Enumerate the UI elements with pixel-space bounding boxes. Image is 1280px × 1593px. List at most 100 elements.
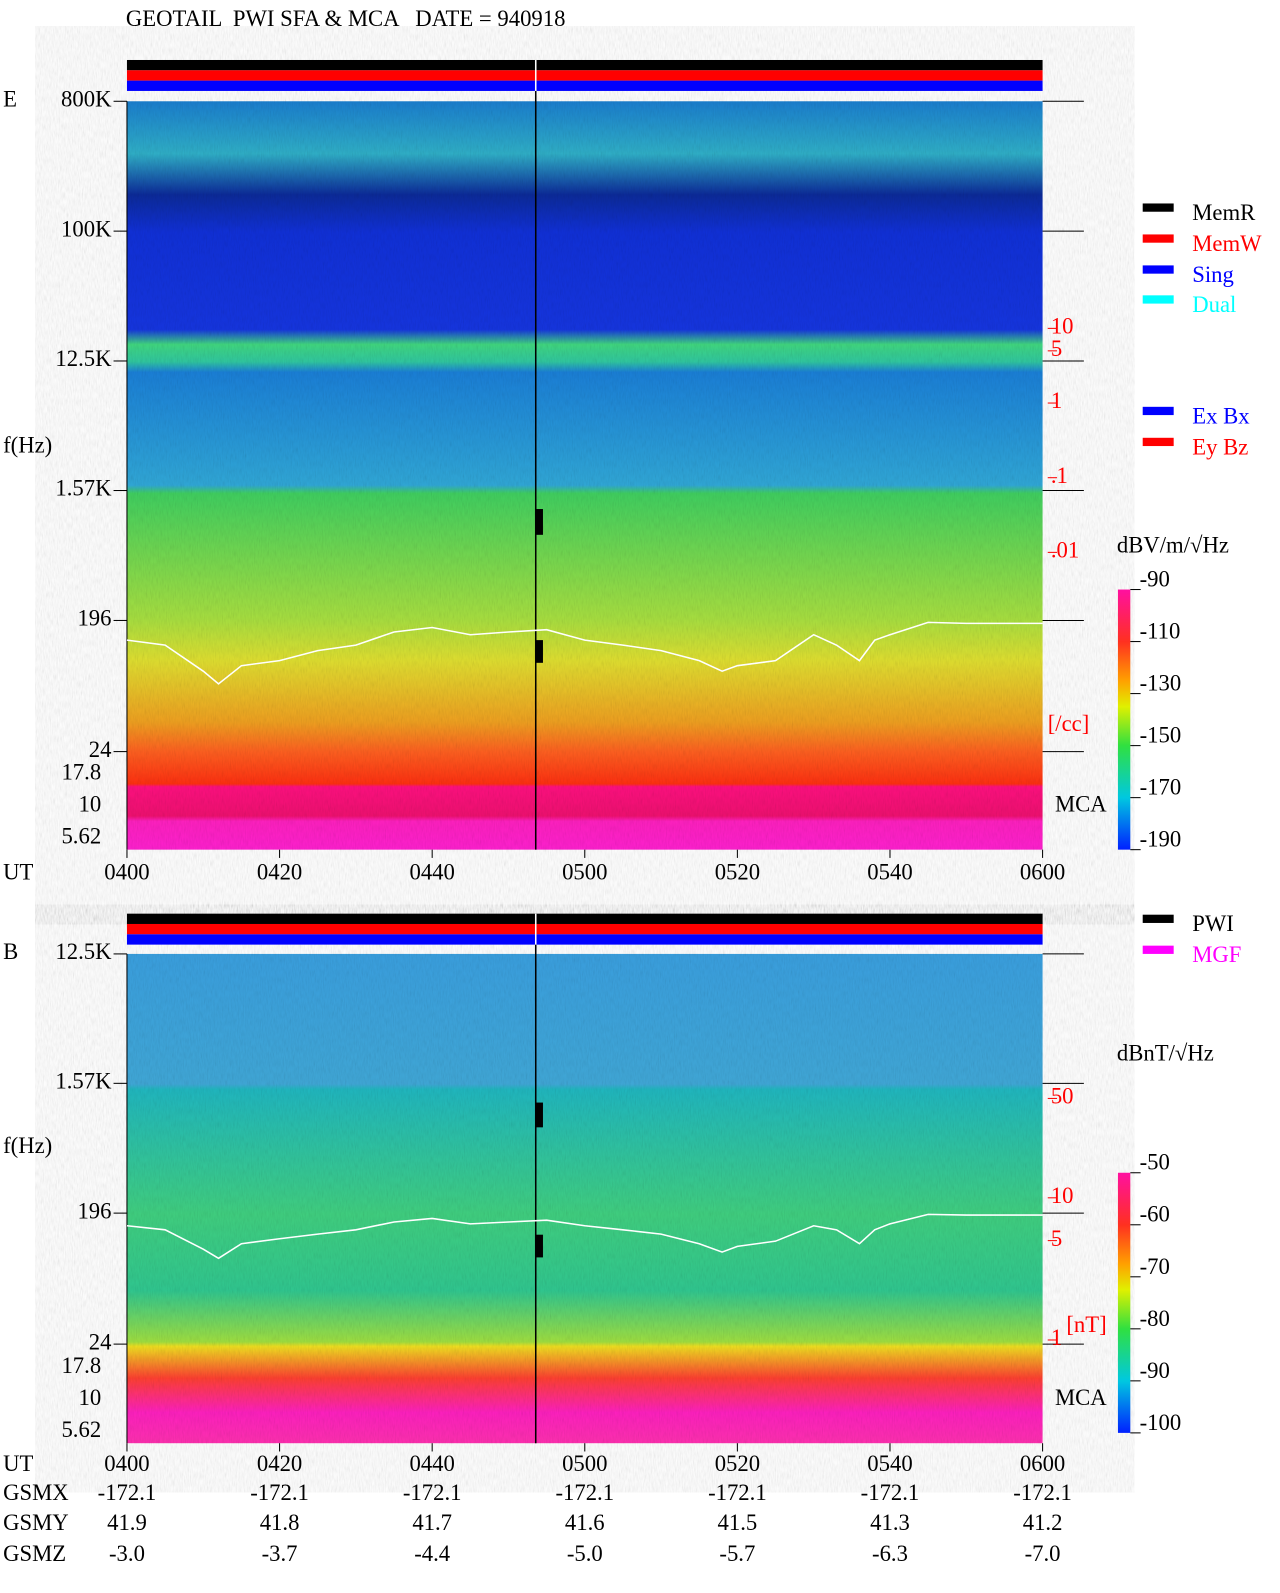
x-axis-label: UT bbox=[3, 1451, 33, 1476]
legend-label: Ex Bx bbox=[1192, 403, 1250, 428]
orbit-value: 41.3 bbox=[870, 1510, 910, 1535]
colorbar-label: dBV/m/√Hz bbox=[1117, 532, 1229, 557]
y2-tick-label: 10 bbox=[1051, 314, 1074, 339]
legend-swatch bbox=[1142, 265, 1174, 274]
orbit-value: -172.1 bbox=[98, 1480, 157, 1505]
x-tick-label: 0500 bbox=[562, 1451, 607, 1476]
x-tick-label: 0400 bbox=[104, 860, 149, 885]
x-tick-label: 0440 bbox=[409, 1451, 454, 1476]
x-tick-label: 0500 bbox=[562, 860, 607, 885]
status-bar bbox=[126, 934, 1043, 945]
legend-swatch bbox=[1142, 234, 1174, 243]
orbit-label: GSMY bbox=[3, 1510, 69, 1535]
legend-swatch bbox=[1142, 914, 1174, 923]
y-tick-label: 800K bbox=[61, 86, 112, 111]
density-trace bbox=[126, 1213, 1043, 1260]
y2-axis-label: [/cc] bbox=[1048, 711, 1090, 736]
status-bar bbox=[126, 923, 1043, 935]
legend-label: Dual bbox=[1192, 292, 1236, 317]
y-tick-label: 196 bbox=[77, 1198, 111, 1223]
y2-tick-label: 5 bbox=[1051, 1226, 1062, 1251]
legend-label: Sing bbox=[1192, 262, 1234, 287]
y2-tick-label: 10 bbox=[1051, 1183, 1074, 1208]
colorbar-tick-label: -150 bbox=[1140, 723, 1182, 748]
y2-tick-label: 50 bbox=[1051, 1084, 1074, 1109]
panel-label: E bbox=[3, 86, 17, 111]
orbit-value: 41.2 bbox=[1023, 1510, 1063, 1535]
x-tick-label: 0600 bbox=[1020, 860, 1065, 885]
colorbar-tick-label: -130 bbox=[1140, 671, 1182, 696]
orbit-value: 41.5 bbox=[718, 1510, 758, 1535]
gap-mark bbox=[535, 640, 543, 663]
mca-channel-label: 5.62 bbox=[61, 824, 101, 849]
status-bar bbox=[126, 80, 1043, 91]
x-tick-label: 0540 bbox=[867, 860, 912, 885]
mca-channel-label: 10 bbox=[78, 1385, 101, 1410]
y-tick-label: 24 bbox=[89, 737, 112, 762]
density-trace bbox=[126, 621, 1043, 685]
gap-mark bbox=[535, 1102, 543, 1128]
colorbar-tick-label: -60 bbox=[1140, 1202, 1170, 1227]
y2-tick-label: 1 bbox=[1051, 388, 1062, 413]
legend-swatch bbox=[1142, 295, 1174, 304]
mca-label: MCA bbox=[1055, 792, 1107, 817]
x-axis-label: UT bbox=[3, 860, 33, 885]
x-tick-label: 0540 bbox=[867, 1451, 912, 1476]
status-bar bbox=[126, 70, 1043, 81]
gap-mark bbox=[535, 509, 543, 535]
x-tick-label: 0520 bbox=[715, 860, 760, 885]
y-tick-label: 1.57K bbox=[55, 1069, 112, 1094]
orbit-value: -172.1 bbox=[861, 1480, 920, 1505]
legend-label: PWI bbox=[1192, 911, 1234, 936]
y-tick-label: 196 bbox=[77, 606, 111, 631]
colorbar-tick-label: -100 bbox=[1140, 1410, 1182, 1435]
spectrogram-noise bbox=[126, 953, 1043, 1444]
colorbar-tick-label: -90 bbox=[1140, 1358, 1170, 1383]
orbit-value: 41.6 bbox=[565, 1510, 605, 1535]
y-tick-label: 24 bbox=[89, 1329, 112, 1354]
legend-label: MemR bbox=[1192, 200, 1256, 225]
orbit-value: -172.1 bbox=[708, 1480, 767, 1505]
colorbar-tick-label: -110 bbox=[1140, 619, 1181, 644]
legend-swatch bbox=[1142, 945, 1174, 954]
colorbar bbox=[1117, 1172, 1131, 1433]
orbit-value: 41.7 bbox=[412, 1510, 452, 1535]
orbit-label: GSMX bbox=[3, 1480, 69, 1505]
y-axis-label: f(Hz) bbox=[3, 432, 52, 457]
legend-swatch bbox=[1142, 203, 1174, 212]
mca-channel-label: 17.8 bbox=[61, 1353, 101, 1378]
legend-swatch bbox=[1142, 406, 1174, 416]
orbit-value: -172.1 bbox=[555, 1480, 614, 1505]
colorbar-tick-label: -170 bbox=[1140, 775, 1182, 800]
x-tick-label: 0400 bbox=[104, 1451, 149, 1476]
y2-axis-label: [nT] bbox=[1066, 1312, 1106, 1337]
mca-channel-label: 17.8 bbox=[61, 760, 101, 785]
orbit-value: -5.0 bbox=[567, 1541, 603, 1566]
colorbar-tick-label: -70 bbox=[1140, 1254, 1170, 1279]
panel-label: B bbox=[3, 939, 18, 964]
colorbar-tick-label: -90 bbox=[1140, 566, 1170, 591]
panels: Ef(Hz)UTMCA800K100K12.5K1.57K1962417.810… bbox=[3, 59, 1262, 1566]
x-tick-label: 0520 bbox=[715, 1451, 760, 1476]
legend-label: Ey Bz bbox=[1192, 434, 1248, 459]
y2-tick-label: .01 bbox=[1051, 538, 1079, 563]
y-tick-label: 12.5K bbox=[55, 346, 112, 371]
colorbar-label: dBnT/√Hz bbox=[1117, 1040, 1214, 1065]
legend-label: MemW bbox=[1192, 231, 1262, 256]
title: GEOTAIL PWI SFA & MCA DATE = 940918 bbox=[126, 6, 566, 31]
y-axis-label: f(Hz) bbox=[3, 1133, 52, 1158]
legend-swatch bbox=[1142, 437, 1174, 447]
orbit-value: -4.4 bbox=[414, 1541, 450, 1566]
x-tick-label: 0600 bbox=[1020, 1451, 1065, 1476]
colorbar-tick-label: -80 bbox=[1140, 1306, 1170, 1331]
spectrogram-noise bbox=[126, 101, 1043, 850]
y-tick-label: 1.57K bbox=[55, 476, 112, 501]
y2-tick-label: .1 bbox=[1051, 463, 1068, 488]
colorbar-tick-label: -190 bbox=[1140, 827, 1182, 852]
orbit-value: 41.9 bbox=[107, 1510, 147, 1535]
colorbar-tick-label: -50 bbox=[1140, 1150, 1170, 1175]
x-tick-label: 0440 bbox=[409, 860, 454, 885]
orbit-value: -5.7 bbox=[719, 1541, 755, 1566]
orbit-value: -7.0 bbox=[1025, 1541, 1061, 1566]
